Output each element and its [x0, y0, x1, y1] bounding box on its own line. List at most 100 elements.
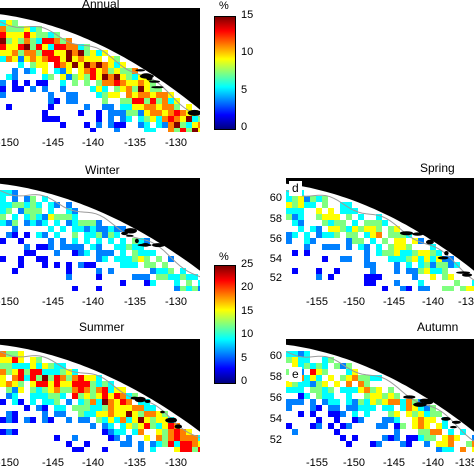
- heat-cell: [12, 357, 18, 363]
- heat-cell: [66, 387, 72, 393]
- heat-cell: [448, 429, 454, 435]
- heat-cell: [150, 447, 156, 452]
- heat-cell: [30, 393, 36, 399]
- heat-cell: [192, 122, 198, 128]
- heat-cell: [24, 208, 30, 214]
- heat-cell: [48, 393, 54, 399]
- heat-cell: [0, 363, 6, 369]
- heat-cell: [48, 202, 54, 208]
- heat-cell: [30, 38, 36, 44]
- heat-cell: [48, 214, 54, 220]
- heat-cell: [126, 92, 132, 98]
- heat-cell: [346, 363, 352, 369]
- heat-cell: [6, 429, 12, 435]
- heat-cell: [370, 226, 376, 232]
- heat-cell: [114, 399, 120, 405]
- heat-cell: [334, 244, 340, 250]
- island: [148, 80, 161, 83]
- heat-cell: [48, 417, 54, 423]
- heat-cell: [18, 32, 24, 38]
- x-tick-winter-2: -145: [41, 296, 65, 308]
- heat-cell: [132, 417, 138, 423]
- heat-cell: [334, 363, 340, 369]
- island: [400, 231, 413, 236]
- heat-cell: [186, 274, 192, 280]
- heat-cell: [48, 32, 54, 38]
- heat-cell: [316, 232, 322, 238]
- heat-cell: [340, 387, 346, 393]
- heat-cell: [364, 387, 370, 393]
- heat-cell: [448, 286, 454, 291]
- heat-cell: [328, 393, 334, 399]
- heat-cell: [0, 429, 6, 435]
- heat-cell: [132, 98, 138, 104]
- heat-cell: [12, 393, 18, 399]
- heat-cell: [114, 244, 120, 250]
- heat-cell: [150, 116, 156, 122]
- heat-cell: [346, 393, 352, 399]
- heat-cell: [382, 238, 388, 244]
- heat-cell: [12, 429, 18, 435]
- heat-cell: [78, 399, 84, 405]
- heat-cell: [186, 116, 192, 122]
- heat-cell: [12, 44, 18, 50]
- heat-cell: [108, 399, 114, 405]
- heat-cell: [132, 92, 138, 98]
- heat-cell: [132, 110, 138, 116]
- heat-cell: [328, 399, 334, 405]
- heat-cell: [12, 50, 18, 56]
- heat-cell: [162, 423, 168, 429]
- x-tick-summer-2: -145: [41, 457, 65, 469]
- heat-cell: [364, 405, 370, 411]
- heat-cell: [316, 268, 322, 274]
- heat-cell: [316, 214, 322, 220]
- heat-cell: [12, 411, 18, 417]
- heat-cell: [78, 262, 84, 268]
- heat-cell: [54, 50, 60, 56]
- heat-cell: [358, 214, 364, 220]
- heat-cell: [364, 244, 370, 250]
- heat-cell: [382, 405, 388, 411]
- panel-summer-title: Summer: [79, 320, 125, 334]
- heat-cell: [108, 429, 114, 435]
- heat-cell: [436, 268, 442, 274]
- heat-cell: [84, 104, 90, 110]
- heat-cell: [310, 423, 316, 429]
- heat-cell: [84, 44, 90, 50]
- heat-cell: [132, 80, 138, 86]
- map-drawing: [0, 183, 200, 291]
- heat-cell: [48, 116, 54, 122]
- heat-cell: [60, 44, 66, 50]
- heat-cell: [198, 280, 200, 286]
- heat-cell: [150, 417, 156, 423]
- colorbar-top-tick-4: 0: [241, 121, 248, 133]
- heat-cell: [78, 110, 84, 116]
- heat-cell: [424, 411, 430, 417]
- island: [441, 417, 451, 421]
- heat-cell: [340, 208, 346, 214]
- heat-cell: [370, 274, 376, 280]
- heat-cell: [292, 381, 298, 387]
- heat-cell: [54, 399, 60, 405]
- heat-cell: [78, 387, 84, 393]
- heat-cell: [96, 86, 102, 92]
- heat-cell: [48, 399, 54, 405]
- heat-cell: [168, 268, 174, 274]
- heat-cell: [114, 405, 120, 411]
- heat-cell: [18, 381, 24, 387]
- heat-cell: [114, 232, 120, 238]
- heat-cell: [60, 86, 66, 92]
- heat-cell: [54, 393, 60, 399]
- heat-cell: [340, 363, 346, 369]
- heat-cell: [346, 381, 352, 387]
- heat-cell: [96, 286, 102, 291]
- heat-cell: [54, 62, 60, 68]
- heat-cell: [54, 68, 60, 74]
- x-tick-autumn-4: -140: [421, 457, 445, 469]
- heat-cell: [78, 447, 84, 452]
- heat-cell: [90, 387, 96, 393]
- heat-cell: [114, 417, 120, 423]
- heat-cell: [406, 256, 412, 262]
- heat-cell: [448, 274, 454, 280]
- heat-cell: [352, 220, 358, 226]
